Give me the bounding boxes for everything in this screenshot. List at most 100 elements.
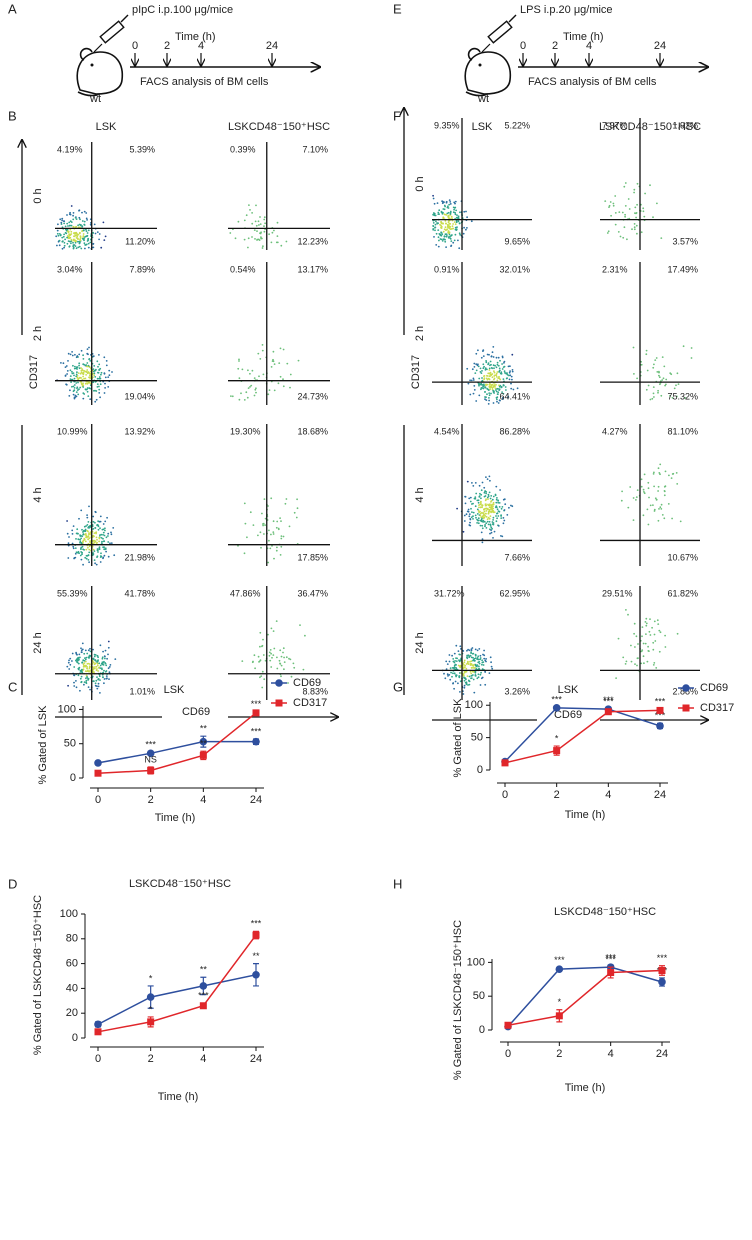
flow-event (462, 693, 465, 695)
flow-event (471, 482, 473, 484)
flow-event (483, 491, 486, 494)
flow-event (453, 221, 456, 224)
flow-event (500, 371, 503, 374)
flow-event (104, 529, 106, 532)
flow-event (476, 664, 479, 666)
flow-event (99, 667, 102, 669)
y-tick-label: 100 (465, 699, 483, 711)
flow-event (85, 374, 87, 376)
flow-event (462, 232, 465, 235)
flow-event (85, 533, 87, 535)
flow-event (622, 656, 625, 659)
flow-event (275, 526, 278, 529)
flow-event (98, 238, 100, 241)
flow-event (479, 371, 482, 373)
flow-event (649, 634, 652, 636)
flow-event (103, 546, 105, 549)
flow-event (96, 687, 99, 690)
flow-event (645, 617, 648, 620)
x-tick-label: 4 (605, 789, 611, 801)
flow-event (71, 533, 74, 535)
flow-event (447, 231, 449, 234)
flow-event (93, 559, 96, 561)
flow-event (82, 663, 85, 666)
flow-event (86, 676, 89, 678)
flow-event (88, 346, 90, 349)
flow-event (105, 550, 107, 553)
flow-event (64, 238, 66, 241)
flow-event (463, 679, 466, 682)
flow-event (67, 684, 69, 687)
flow-event (76, 657, 79, 660)
flow-event (454, 213, 457, 216)
flow-event (251, 236, 253, 238)
flow-event (480, 671, 482, 674)
flow-event (485, 399, 488, 401)
flow-event (622, 236, 625, 239)
flow-event (664, 634, 666, 637)
flow-event (247, 246, 249, 249)
flow-event (82, 358, 85, 360)
flow-event (658, 508, 660, 510)
timepoint: 2 (552, 40, 558, 52)
flow-event (86, 348, 89, 350)
flow-event (96, 360, 99, 363)
flow-event (93, 655, 96, 658)
legend-label: CD317 (700, 702, 734, 714)
significance: NS (144, 754, 157, 764)
flow-event (457, 216, 460, 219)
flow-event (491, 498, 494, 501)
flow-event (262, 524, 264, 527)
flow-event (75, 382, 78, 384)
flow-event (495, 390, 498, 393)
quadrant-percent: 4.27% (602, 426, 628, 436)
significance: *** (655, 711, 666, 721)
flow-event (492, 356, 495, 358)
flow-event (485, 522, 488, 525)
flow-event (434, 229, 436, 232)
flow-event (469, 393, 472, 396)
flow-event (247, 369, 249, 372)
flow-event (508, 371, 511, 374)
flow-event (97, 678, 100, 681)
flow-event (635, 224, 638, 227)
flow-event (508, 374, 510, 377)
flow-event (477, 499, 480, 502)
flow-event (458, 660, 461, 663)
flow-event (75, 391, 78, 393)
flow-event (60, 234, 62, 236)
flow-event (482, 516, 484, 519)
flow-event (80, 247, 83, 250)
flow-event (452, 241, 455, 244)
flow-event (468, 649, 471, 652)
flow-event (477, 349, 479, 352)
flow-event (508, 378, 511, 381)
flow-event (495, 498, 498, 501)
flow-event (113, 554, 116, 557)
significance: *** (251, 726, 262, 736)
flow-event (445, 233, 448, 236)
flow-event (75, 538, 77, 540)
flow-event (84, 529, 87, 532)
flow-event (463, 677, 466, 679)
flow-event (61, 236, 64, 239)
flow-event (84, 556, 87, 559)
data-point (199, 751, 207, 759)
flow-event (259, 531, 262, 534)
data-point (252, 931, 260, 939)
flow-event (646, 369, 649, 372)
flow-event (481, 663, 483, 666)
flow-event (495, 520, 498, 523)
flow-event (99, 520, 102, 523)
flow-event (72, 545, 75, 548)
data-point (146, 993, 155, 1001)
flow-event (489, 523, 492, 526)
flow-event (92, 648, 94, 651)
flow-event (77, 667, 80, 670)
flow-event (664, 646, 667, 648)
flow-event (654, 359, 657, 361)
flow-event (63, 233, 65, 236)
flow-event (68, 395, 71, 397)
flow-event (633, 622, 636, 625)
flow-event (500, 535, 502, 537)
